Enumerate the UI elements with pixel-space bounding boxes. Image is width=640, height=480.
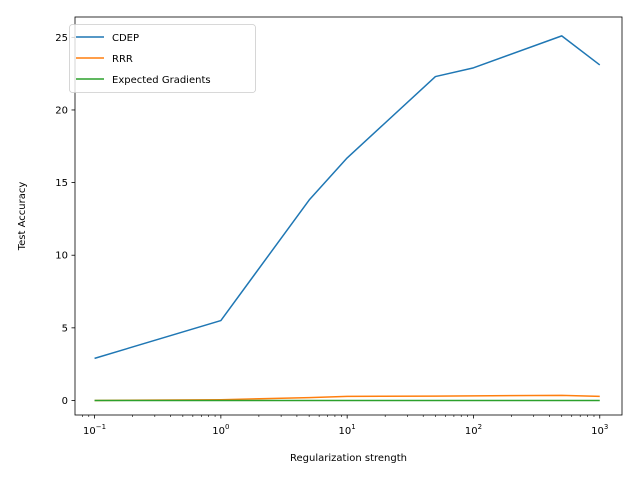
x-tick-label: 103 bbox=[591, 423, 608, 437]
y-axis-ticks: 0 5 10 15 20 25 bbox=[55, 33, 75, 407]
plot-frame bbox=[74, 16, 623, 416]
x-tick-label: 10−1 bbox=[83, 423, 106, 437]
y-tick-label: 5 bbox=[62, 323, 68, 334]
legend-label-cdep: CDEP bbox=[112, 33, 139, 44]
x-tick-label: 102 bbox=[465, 423, 482, 437]
x-axis-label: Regularization strength bbox=[290, 453, 407, 464]
y-tick-label: 25 bbox=[55, 33, 68, 44]
series-line-rrr bbox=[94, 394, 600, 402]
legend-label-expected-gradients: Expected Gradients bbox=[112, 75, 211, 86]
legend-label-rrr: RRR bbox=[112, 54, 133, 65]
y-tick-label: 10 bbox=[55, 251, 68, 262]
x-tick-label: 100 bbox=[212, 423, 229, 437]
x-axis-ticks: 10−1 100 101 102 103 bbox=[82, 415, 608, 437]
legend: CDEP RRR Expected Gradients bbox=[69, 24, 256, 93]
y-tick-label: 20 bbox=[55, 105, 68, 116]
legend-box bbox=[69, 24, 256, 93]
x-tick-label: 101 bbox=[339, 423, 356, 437]
y-tick-label: 15 bbox=[55, 178, 68, 189]
y-axis-label: Test Accuracy bbox=[17, 182, 28, 252]
plot-lines bbox=[94, 35, 601, 402]
y-tick-label: 0 bbox=[62, 396, 68, 407]
series-line-cdep bbox=[94, 35, 601, 360]
